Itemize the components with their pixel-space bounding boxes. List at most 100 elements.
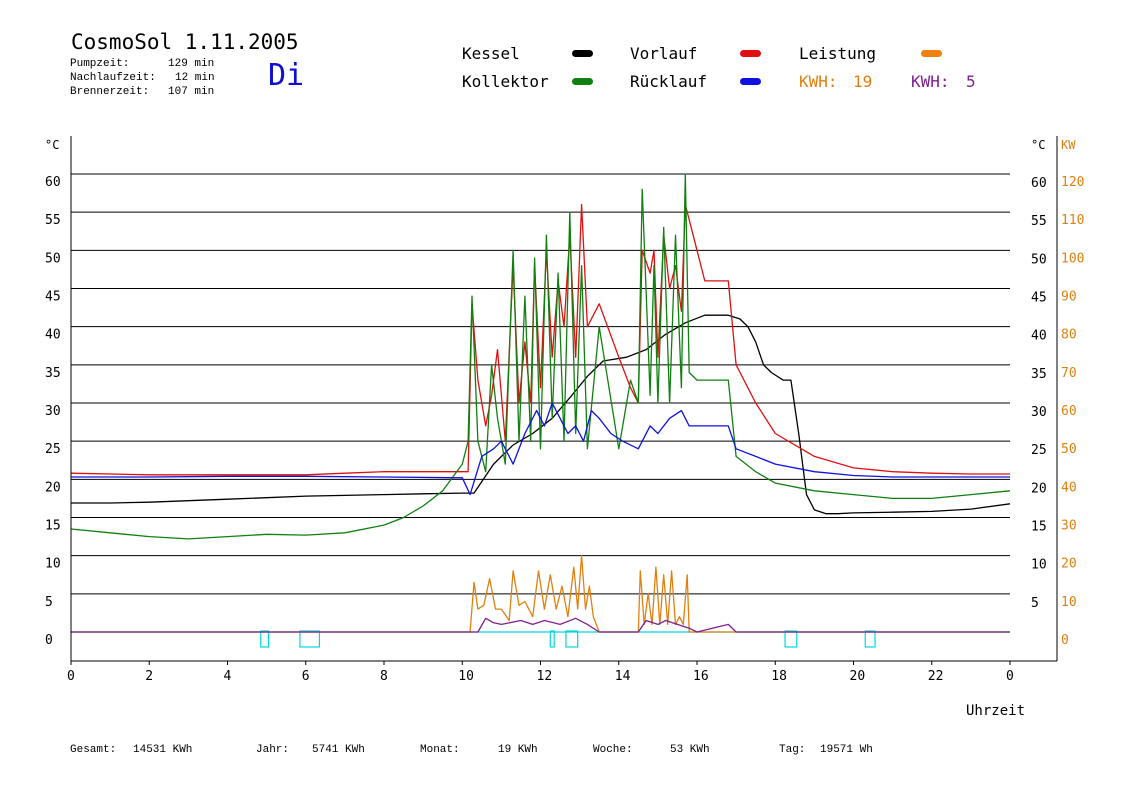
y-axis-unit-right-temp: °C bbox=[1031, 138, 1045, 152]
x-tick-label: 10 bbox=[458, 669, 474, 684]
series-lines bbox=[70, 173, 1011, 633]
y-tick-label-power: 60 bbox=[1061, 404, 1077, 419]
x-axis-label: Uhrzeit bbox=[966, 703, 1025, 719]
y-tick-label-left: 10 bbox=[45, 557, 61, 572]
y-tick-label-left: 40 bbox=[45, 328, 61, 343]
y-tick-label-left: 0 bbox=[45, 633, 53, 648]
y-tick-label-left: 25 bbox=[45, 442, 61, 457]
y-tick-label-power: 120 bbox=[1061, 175, 1084, 190]
pump-marker bbox=[784, 630, 798, 648]
pump-marker bbox=[864, 630, 876, 648]
footer-tag-value: 19571 Wh bbox=[820, 744, 873, 756]
x-tick-label: 14 bbox=[615, 669, 631, 684]
y-axis-unit-left: °C bbox=[45, 138, 59, 152]
y-tick-label-right: 45 bbox=[1031, 291, 1047, 306]
pump-marker bbox=[299, 630, 321, 648]
x-tick-label: 20 bbox=[850, 669, 866, 684]
legend-leistung-swatch bbox=[921, 50, 942, 57]
y-tick-label-left: 45 bbox=[45, 290, 61, 305]
stat-label-brennerzeit: Brennerzeit: bbox=[70, 86, 150, 98]
y-tick-label-right: 20 bbox=[1031, 481, 1047, 496]
footer-jahr-value: 5741 KWh bbox=[312, 744, 365, 756]
legend-kwh2-value: 5 bbox=[966, 72, 976, 91]
y-tick-label-left: 5 bbox=[45, 595, 53, 610]
series-line-kessel bbox=[71, 314, 1011, 515]
x-tick-label: 16 bbox=[693, 669, 709, 684]
legend-vorlauf-swatch bbox=[740, 50, 761, 57]
y-tick-label-right: 10 bbox=[1031, 558, 1047, 573]
x-tick-label: 6 bbox=[302, 669, 310, 684]
footer-woche-label: Woche: bbox=[593, 744, 633, 756]
x-tick-label: 4 bbox=[224, 669, 232, 684]
y-tick-label-power: 40 bbox=[1061, 480, 1077, 495]
series-line-kollektor bbox=[70, 173, 1011, 540]
x-tick-label: 8 bbox=[380, 669, 388, 684]
stat-value-brennerzeit: 107 min bbox=[168, 86, 215, 98]
y-tick-label-left: 55 bbox=[45, 213, 61, 228]
footer-woche-value: 53 KWh bbox=[670, 744, 710, 756]
y-tick-label-left: 35 bbox=[45, 366, 61, 381]
y-tick-label-left: 30 bbox=[45, 404, 61, 419]
stat-value-nachlaufzeit: 12 min bbox=[175, 72, 215, 84]
y-tick-label-left: 20 bbox=[45, 480, 61, 495]
y-tick-label-right: 15 bbox=[1031, 520, 1047, 535]
legend-kollektor-swatch bbox=[572, 78, 593, 85]
x-tick-label: 22 bbox=[928, 669, 944, 684]
x-tick-label: 0 bbox=[1006, 669, 1014, 684]
stat-label-nachlaufzeit: Nachlaufzeit: bbox=[70, 72, 156, 84]
pump-marker bbox=[260, 630, 270, 648]
x-tick-label: 0 bbox=[67, 669, 75, 684]
y-tick-label-right: 40 bbox=[1031, 329, 1047, 344]
y-tick-label-right: 25 bbox=[1031, 443, 1047, 458]
legend-kwh2-label: KWH: bbox=[911, 72, 950, 91]
x-tick-label: 2 bbox=[145, 669, 153, 684]
y-tick-label-power: 0 bbox=[1061, 633, 1069, 648]
y-tick-label-power: 80 bbox=[1061, 328, 1077, 343]
chart-title: CosmoSol 1.11.2005 bbox=[71, 30, 299, 54]
y-tick-label-power: 30 bbox=[1061, 519, 1077, 534]
y-tick-label-power: 70 bbox=[1061, 366, 1077, 381]
legend-kwh1-value: 19 bbox=[853, 72, 873, 91]
legend-kessel-label: Kessel bbox=[462, 44, 520, 63]
legend-vorlauf-label: Vorlauf bbox=[630, 44, 698, 63]
legend-kollektor-label: Kollektor bbox=[462, 72, 549, 91]
y-tick-label-right: 60 bbox=[1031, 176, 1047, 191]
x-tick-label: 18 bbox=[771, 669, 787, 684]
footer-gesamt-label: Gesamt: bbox=[70, 744, 117, 756]
y-tick-label-right: 5 bbox=[1031, 596, 1039, 611]
legend-ruecklauf-swatch bbox=[740, 78, 761, 85]
y-tick-label-power: 90 bbox=[1061, 290, 1077, 305]
stat-value-pumpzeit: 129 min bbox=[168, 58, 215, 70]
legend-kwh1-label: KWH: bbox=[799, 72, 838, 91]
y-tick-label-right: 55 bbox=[1031, 214, 1047, 229]
y-tick-label-power: 50 bbox=[1061, 442, 1077, 457]
series-line-rcklauf bbox=[71, 402, 1010, 496]
y-axis-unit-right-power: KW bbox=[1061, 138, 1076, 152]
footer-monat-label: Monat: bbox=[420, 744, 460, 756]
pump-marker bbox=[565, 630, 579, 648]
y-tick-label-left: 50 bbox=[45, 251, 61, 266]
y-tick-label-power: 100 bbox=[1061, 251, 1084, 266]
x-tick-label: 12 bbox=[537, 669, 553, 684]
legend-kessel-swatch bbox=[572, 50, 593, 57]
series-line-leistung bbox=[71, 555, 1010, 633]
footer-monat-value: 19 KWh bbox=[498, 744, 538, 756]
pump-marker bbox=[549, 630, 555, 648]
footer-jahr-label: Jahr: bbox=[256, 744, 290, 756]
y-tick-label-power: 10 bbox=[1061, 595, 1077, 610]
pump-markers bbox=[71, 630, 1010, 648]
y-tick-label-left: 60 bbox=[45, 175, 61, 190]
y-tick-label-right: 30 bbox=[1031, 405, 1047, 420]
series-line-energie bbox=[71, 617, 1010, 633]
y-tick-label-power: 110 bbox=[1061, 213, 1084, 228]
y-tick-label-right: 50 bbox=[1031, 252, 1047, 267]
axes: 0510152025303540455055605101520253035404… bbox=[45, 136, 1084, 684]
legend-ruecklauf-label: Rücklauf bbox=[630, 72, 708, 91]
footer-gesamt-value: 14531 KWh bbox=[133, 744, 193, 756]
footer-tag-label: Tag: bbox=[779, 744, 806, 756]
gridlines bbox=[71, 173, 1010, 595]
stat-label-pumpzeit: Pumpzeit: bbox=[70, 58, 130, 70]
weekday-label: Di bbox=[268, 58, 305, 93]
y-tick-label-power: 20 bbox=[1061, 557, 1077, 572]
y-tick-label-left: 15 bbox=[45, 519, 61, 534]
